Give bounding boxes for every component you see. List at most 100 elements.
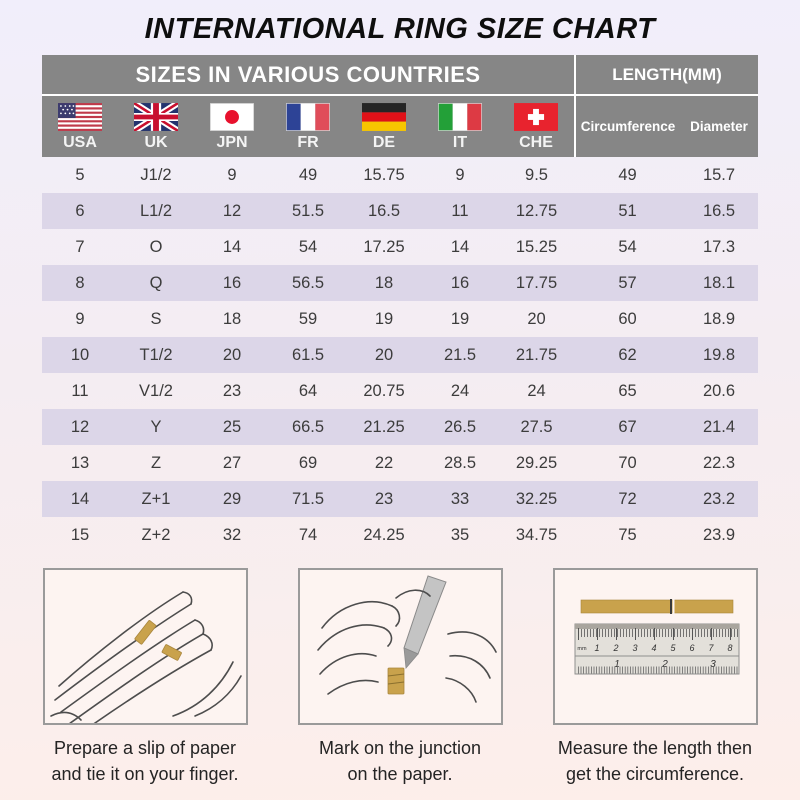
- table-cell: 69: [298, 454, 318, 472]
- table-cell: 10: [42, 337, 118, 373]
- table-row: 11 V1/2 23 64 20.75 24 24 65 20.6: [42, 373, 758, 409]
- table-cell: 9: [75, 310, 85, 328]
- column-header-fr: FR: [270, 95, 346, 157]
- ruler-illustration: 1 2 3 4 5 6 7 8 mm 1 2 3: [552, 568, 758, 725]
- table-cell: 12: [194, 193, 270, 229]
- column-header-uk: UK: [118, 95, 194, 157]
- group-header-countries: SIZES IN VARIOUS COUNTRIES: [42, 55, 577, 96]
- column-header-it: IT: [422, 95, 498, 157]
- instruction-step-1: Prepare a slip of paper and tie it on yo…: [25, 568, 265, 787]
- ruler-number: 4: [651, 643, 656, 653]
- switzerland-flag-icon: [514, 103, 558, 132]
- ruler-number: 6: [689, 643, 694, 653]
- table-cell: 71.5: [270, 481, 346, 517]
- table-cell: 75: [618, 526, 637, 544]
- table-cell: 54: [298, 238, 318, 256]
- table-cell: Q: [118, 265, 194, 301]
- page-title: INTERNATIONAL RING SIZE CHART: [144, 13, 656, 45]
- table-cell: 17.25: [363, 238, 405, 256]
- caption-line: Measure the length then: [557, 738, 753, 758]
- table-cell: 35: [450, 526, 470, 544]
- table-cell: 49: [298, 166, 318, 184]
- table-cell: 12.75: [498, 193, 576, 229]
- table-cell: 16.5: [346, 193, 422, 229]
- table-cell: 26.5: [422, 409, 498, 445]
- table-cell: 15: [70, 526, 90, 544]
- table-cell: 29.25: [515, 454, 558, 472]
- table-cell: 8: [42, 265, 118, 301]
- table-cell: 49: [618, 166, 637, 184]
- table-cell: 17.75: [498, 265, 576, 301]
- caption-line: Mark on the junction: [318, 738, 482, 758]
- table-cell: 70: [618, 454, 637, 472]
- table-cell: Z: [150, 454, 162, 472]
- table-cell: 51: [575, 193, 681, 229]
- table-cell: 34.75: [515, 526, 558, 544]
- instruction-caption-1: Prepare a slip of paper and tie it on yo…: [51, 736, 238, 787]
- table-row: 9 S 18 59 19 19 20 60 18.9: [42, 301, 758, 337]
- instructions-section: Prepare a slip of paper and tie it on yo…: [25, 568, 775, 787]
- instruction-step-3: 1 2 3 4 5 6 7 8 mm 1 2 3: [535, 568, 775, 787]
- table-cell: 56.5: [270, 265, 346, 301]
- instruction-step-2: Mark on the junction on the paper.: [280, 568, 520, 787]
- table-body: 5 J1/2 9 49 15.75 9 9.5 49 15.7 6 L1/2 12 51.5 16.5 11…: [42, 157, 759, 553]
- table-row: 8 Q 16 56.5 18 16 17.75 57 18.1: [42, 265, 759, 301]
- column-header-usa: USA: [42, 95, 118, 157]
- table-cell: 20.75: [363, 382, 405, 400]
- column-header-che: CHE: [498, 95, 577, 157]
- table-cell: 21.25: [346, 409, 422, 445]
- table-row: 14 Z+1 29 71.5 23 33 32.25 72 23.2: [42, 481, 759, 517]
- table-cell: 22.3: [702, 454, 736, 472]
- table-cell: 24.25: [363, 526, 405, 544]
- caption-line: and tie it on your finger.: [51, 763, 239, 784]
- table-cell: 15.7: [702, 166, 736, 184]
- table-cell: Z+2: [141, 526, 171, 544]
- table-cell: 9: [227, 166, 237, 184]
- ruler-number: 5: [670, 643, 676, 653]
- table-cell: 9: [455, 166, 465, 184]
- table-cell: 25: [194, 409, 270, 445]
- table-cell: S: [150, 310, 162, 328]
- germany-flag-icon: [362, 103, 406, 132]
- instruction-caption-3: Measure the length then get the circumfe…: [558, 736, 752, 787]
- country-code-label: USA: [63, 134, 97, 152]
- table-cell: 16: [194, 265, 270, 301]
- table-cell: 32: [222, 526, 242, 544]
- table-cell: L1/2: [118, 193, 194, 229]
- country-code-label: IT: [452, 134, 468, 152]
- usa-flag-icon: [58, 103, 102, 132]
- table-cell: O: [149, 238, 163, 256]
- table-group-header-row: SIZES IN VARIOUS COUNTRIES LENGTH(MM): [42, 55, 759, 96]
- table-cell: 18: [346, 265, 422, 301]
- table-cell: 6: [42, 193, 118, 229]
- ruler-number: 8: [727, 643, 732, 653]
- table-cell: 28.5: [443, 454, 477, 472]
- france-flag-icon: [286, 103, 330, 132]
- table-row: 6 L1/2 12 51.5 16.5 11 12.75 51 16.5: [42, 193, 759, 229]
- table-cell: 11: [422, 193, 498, 229]
- table-cell: 18.1: [680, 265, 759, 301]
- table-cell: V1/2: [139, 382, 173, 400]
- table-cell: 21.5: [422, 337, 498, 373]
- table-cell: 29: [194, 481, 270, 517]
- table-cell: 33: [422, 481, 498, 517]
- ruler-unit-label: mm: [577, 646, 587, 652]
- caption-line: get the circumference.: [565, 763, 745, 784]
- table-cell: 61.5: [270, 337, 346, 373]
- table-cell: 11: [71, 382, 89, 400]
- ruler-number: 1: [614, 659, 620, 670]
- table-cell: 54: [618, 238, 637, 256]
- table-cell: T1/2: [118, 337, 194, 373]
- table-cell: 24: [527, 382, 546, 400]
- table-cell: 19: [450, 310, 470, 328]
- table-cell: 59: [298, 310, 318, 328]
- table-cell: 19: [374, 310, 394, 328]
- table-cell: 5: [75, 166, 85, 184]
- table-cell: 72: [575, 481, 681, 517]
- table-cell: 62: [575, 337, 681, 373]
- table-row: 12 Y 25 66.5 21.25 26.5 27.5 67 21.4: [42, 409, 759, 445]
- caption-line: on the paper.: [347, 763, 453, 784]
- column-header-de: DE: [346, 95, 422, 157]
- table-row: 7 O 14 54 17.25 14 15.25 54 17.3: [42, 229, 758, 265]
